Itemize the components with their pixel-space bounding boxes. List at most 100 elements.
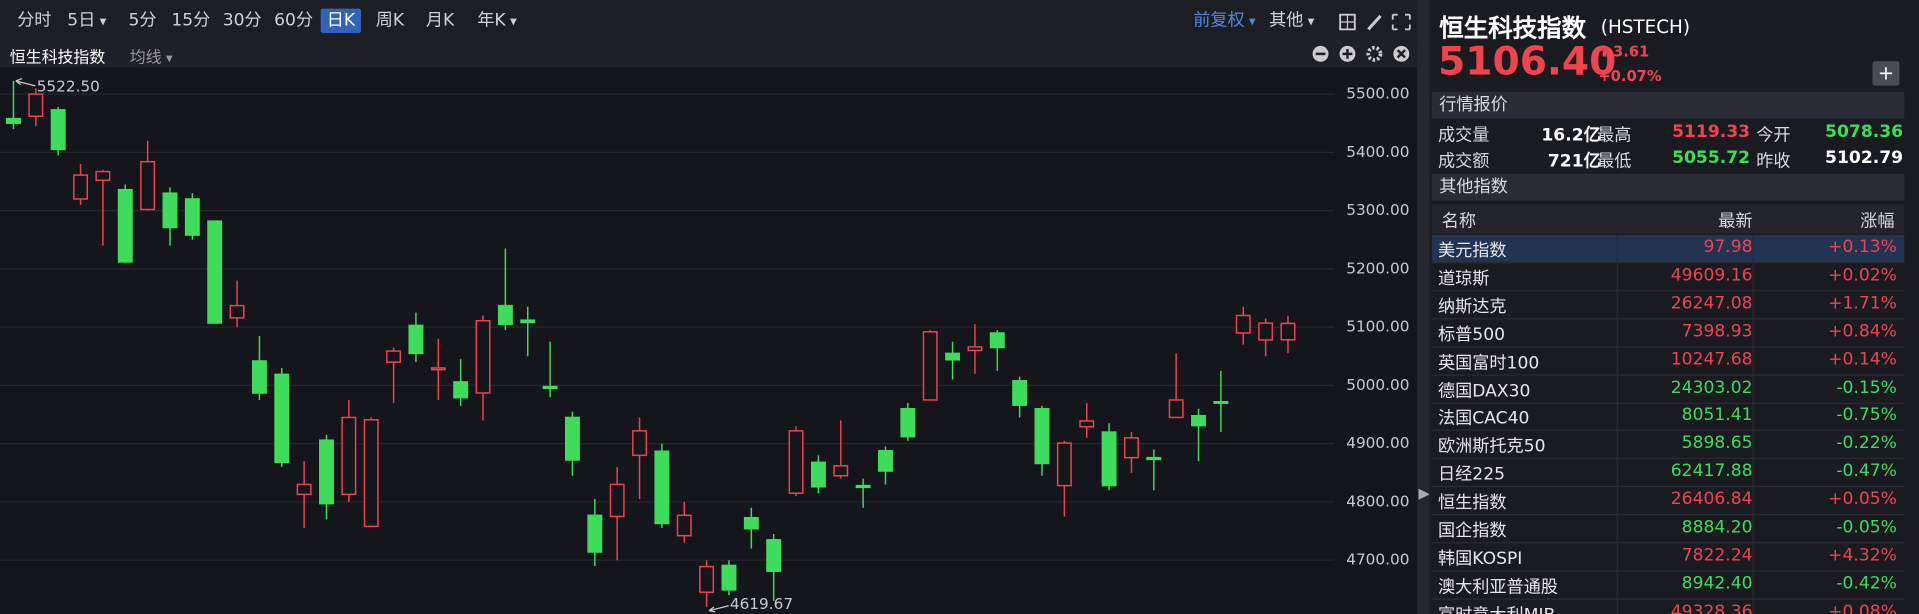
candle-body (1280, 322, 1296, 341)
period-button[interactable]: 5日 (61, 9, 112, 33)
table-row[interactable]: 纳斯达克 26247.08 +1.71% (1431, 291, 1905, 320)
section-header: 其他指数 (1431, 173, 1905, 201)
candle-body (430, 367, 446, 371)
candle-body (475, 320, 491, 394)
indicator-icons[interactable] (1312, 45, 1415, 63)
period-button[interactable]: 5分 (128, 11, 157, 31)
candle-body (1056, 442, 1072, 487)
stat-label: 最低 (1597, 151, 1632, 172)
index-change: +4.32% (1828, 545, 1897, 566)
col-divider (1616, 543, 1618, 571)
period-button[interactable]: 月K (425, 11, 455, 31)
ma-dropdown[interactable]: 均线 (130, 44, 173, 67)
y-tick-label: 4900.00 (1346, 434, 1409, 452)
col-divider (1752, 347, 1754, 375)
toolbar-icons[interactable] (1339, 12, 1412, 32)
table-row[interactable]: 标普500 7398.93 +0.84% (1431, 319, 1905, 348)
candle-body (229, 304, 245, 319)
col-divider (1616, 599, 1618, 614)
table-row[interactable]: 美元指数 97.98 +0.13% (1431, 234, 1905, 264)
table-row[interactable]: 欧洲斯托克50 5898.65 -0.22% (1431, 431, 1905, 460)
low-annotation: 4619.67 (730, 595, 793, 613)
candle-body (207, 220, 223, 324)
other-dropdown[interactable]: 其他 (1263, 9, 1321, 33)
stat-label: 今开 (1756, 126, 1791, 146)
index-latest: 26247.08 (1670, 293, 1753, 314)
candle-body (341, 416, 357, 496)
splitter[interactable]: ▶ (1417, 0, 1430, 614)
col-divider (1616, 487, 1618, 515)
y-tick-label: 4700.00 (1346, 551, 1409, 569)
stat-value: 5119.33 (1672, 122, 1751, 142)
index-change: +0.08% (1828, 601, 1897, 614)
col-divider (1616, 459, 1618, 487)
col-divider (1616, 515, 1618, 543)
col-divider (1752, 543, 1754, 571)
stat-label: 最高 (1597, 126, 1632, 146)
candle-body (1213, 400, 1229, 404)
col-divider (1752, 234, 1754, 262)
candle-body (609, 483, 625, 518)
col-divider (1616, 347, 1618, 375)
candle-body (140, 160, 156, 211)
index-latest: 8884.20 (1681, 517, 1753, 538)
col-divider (1616, 431, 1618, 459)
candle-body (386, 350, 402, 363)
candle-body (117, 188, 133, 263)
index-change: -0.42% (1836, 573, 1897, 594)
section-header: 行情报价 (1431, 91, 1905, 119)
col-divider (1616, 262, 1618, 290)
index-latest: 24303.02 (1670, 377, 1753, 398)
period-button[interactable]: 周K (375, 11, 405, 31)
y-tick-label: 5400.00 (1346, 143, 1409, 161)
candle-body (251, 360, 267, 394)
table-row[interactable]: 澳大利亚普通股 8942.40 -0.42% (1431, 571, 1905, 600)
candle-body (95, 170, 111, 182)
index-latest: 7398.93 (1681, 321, 1753, 342)
toolbar: 分时 5日 5分 15分 30分 60分 日K 周K 月K 年K 前复权 其他 (0, 0, 1418, 41)
candle-body (989, 332, 1005, 349)
stat-value: 5102.79 (1825, 148, 1904, 168)
period-button[interactable]: 60分 (274, 11, 314, 31)
candle-body (587, 514, 603, 553)
index-name: 法国CAC40 (1438, 409, 1530, 429)
col-divider (1752, 515, 1754, 543)
col-divider (1752, 375, 1754, 403)
period-button[interactable]: 30分 (222, 11, 262, 31)
table-row[interactable]: 韩国KOSPI 7822.24 +4.32% (1431, 543, 1905, 572)
y-tick-label: 5000.00 (1346, 376, 1409, 394)
table-row[interactable]: 道琼斯 49609.16 +0.02% (1431, 262, 1905, 292)
col-divider (1752, 403, 1754, 431)
period-button[interactable]: 日K (320, 8, 362, 34)
period-button[interactable]: 15分 (171, 11, 211, 31)
index-latest: 97.98 (1703, 237, 1753, 258)
candle-body (654, 450, 670, 525)
index-name: 德国DAX30 (1438, 381, 1531, 401)
candle-body (319, 439, 334, 505)
index-latest: 49328.36 (1670, 601, 1753, 614)
table-row[interactable]: 富时意大利MIB 49328.36 +0.08% (1432, 599, 1904, 614)
candle-body (1012, 380, 1028, 406)
table-row[interactable]: 法国CAC40 8051.41 -0.75% (1431, 403, 1905, 432)
table-row[interactable]: 日经225 62417.88 -0.47% (1431, 459, 1905, 488)
stat-value: 5055.72 (1672, 148, 1751, 168)
table-row[interactable]: 德国DAX30 24303.02 -0.15% (1431, 375, 1905, 404)
index-name: 国企指数 (1438, 521, 1507, 541)
index-latest: 8051.41 (1681, 405, 1753, 426)
add-button[interactable]: + (1872, 61, 1900, 86)
table-row[interactable]: 国企指数 8884.20 -0.05% (1431, 515, 1905, 544)
col-divider (1752, 262, 1754, 290)
candle-body (497, 304, 513, 325)
col-divider (1616, 291, 1618, 318)
adjust-dropdown[interactable]: 前复权 (1187, 9, 1262, 33)
candle-body (184, 198, 200, 236)
col-divider (1752, 599, 1754, 614)
col-divider (1752, 291, 1754, 318)
period-button[interactable]: 年K (471, 9, 523, 33)
candle-body (408, 324, 424, 355)
table-row[interactable]: 英国富时100 10247.68 +0.14% (1431, 347, 1905, 376)
annotation-arrow (15, 77, 36, 87)
period-button[interactable]: 分时 (17, 11, 52, 31)
table-row[interactable]: 恒生指数 26406.84 +0.05% (1431, 487, 1905, 516)
candle-body (50, 109, 66, 151)
